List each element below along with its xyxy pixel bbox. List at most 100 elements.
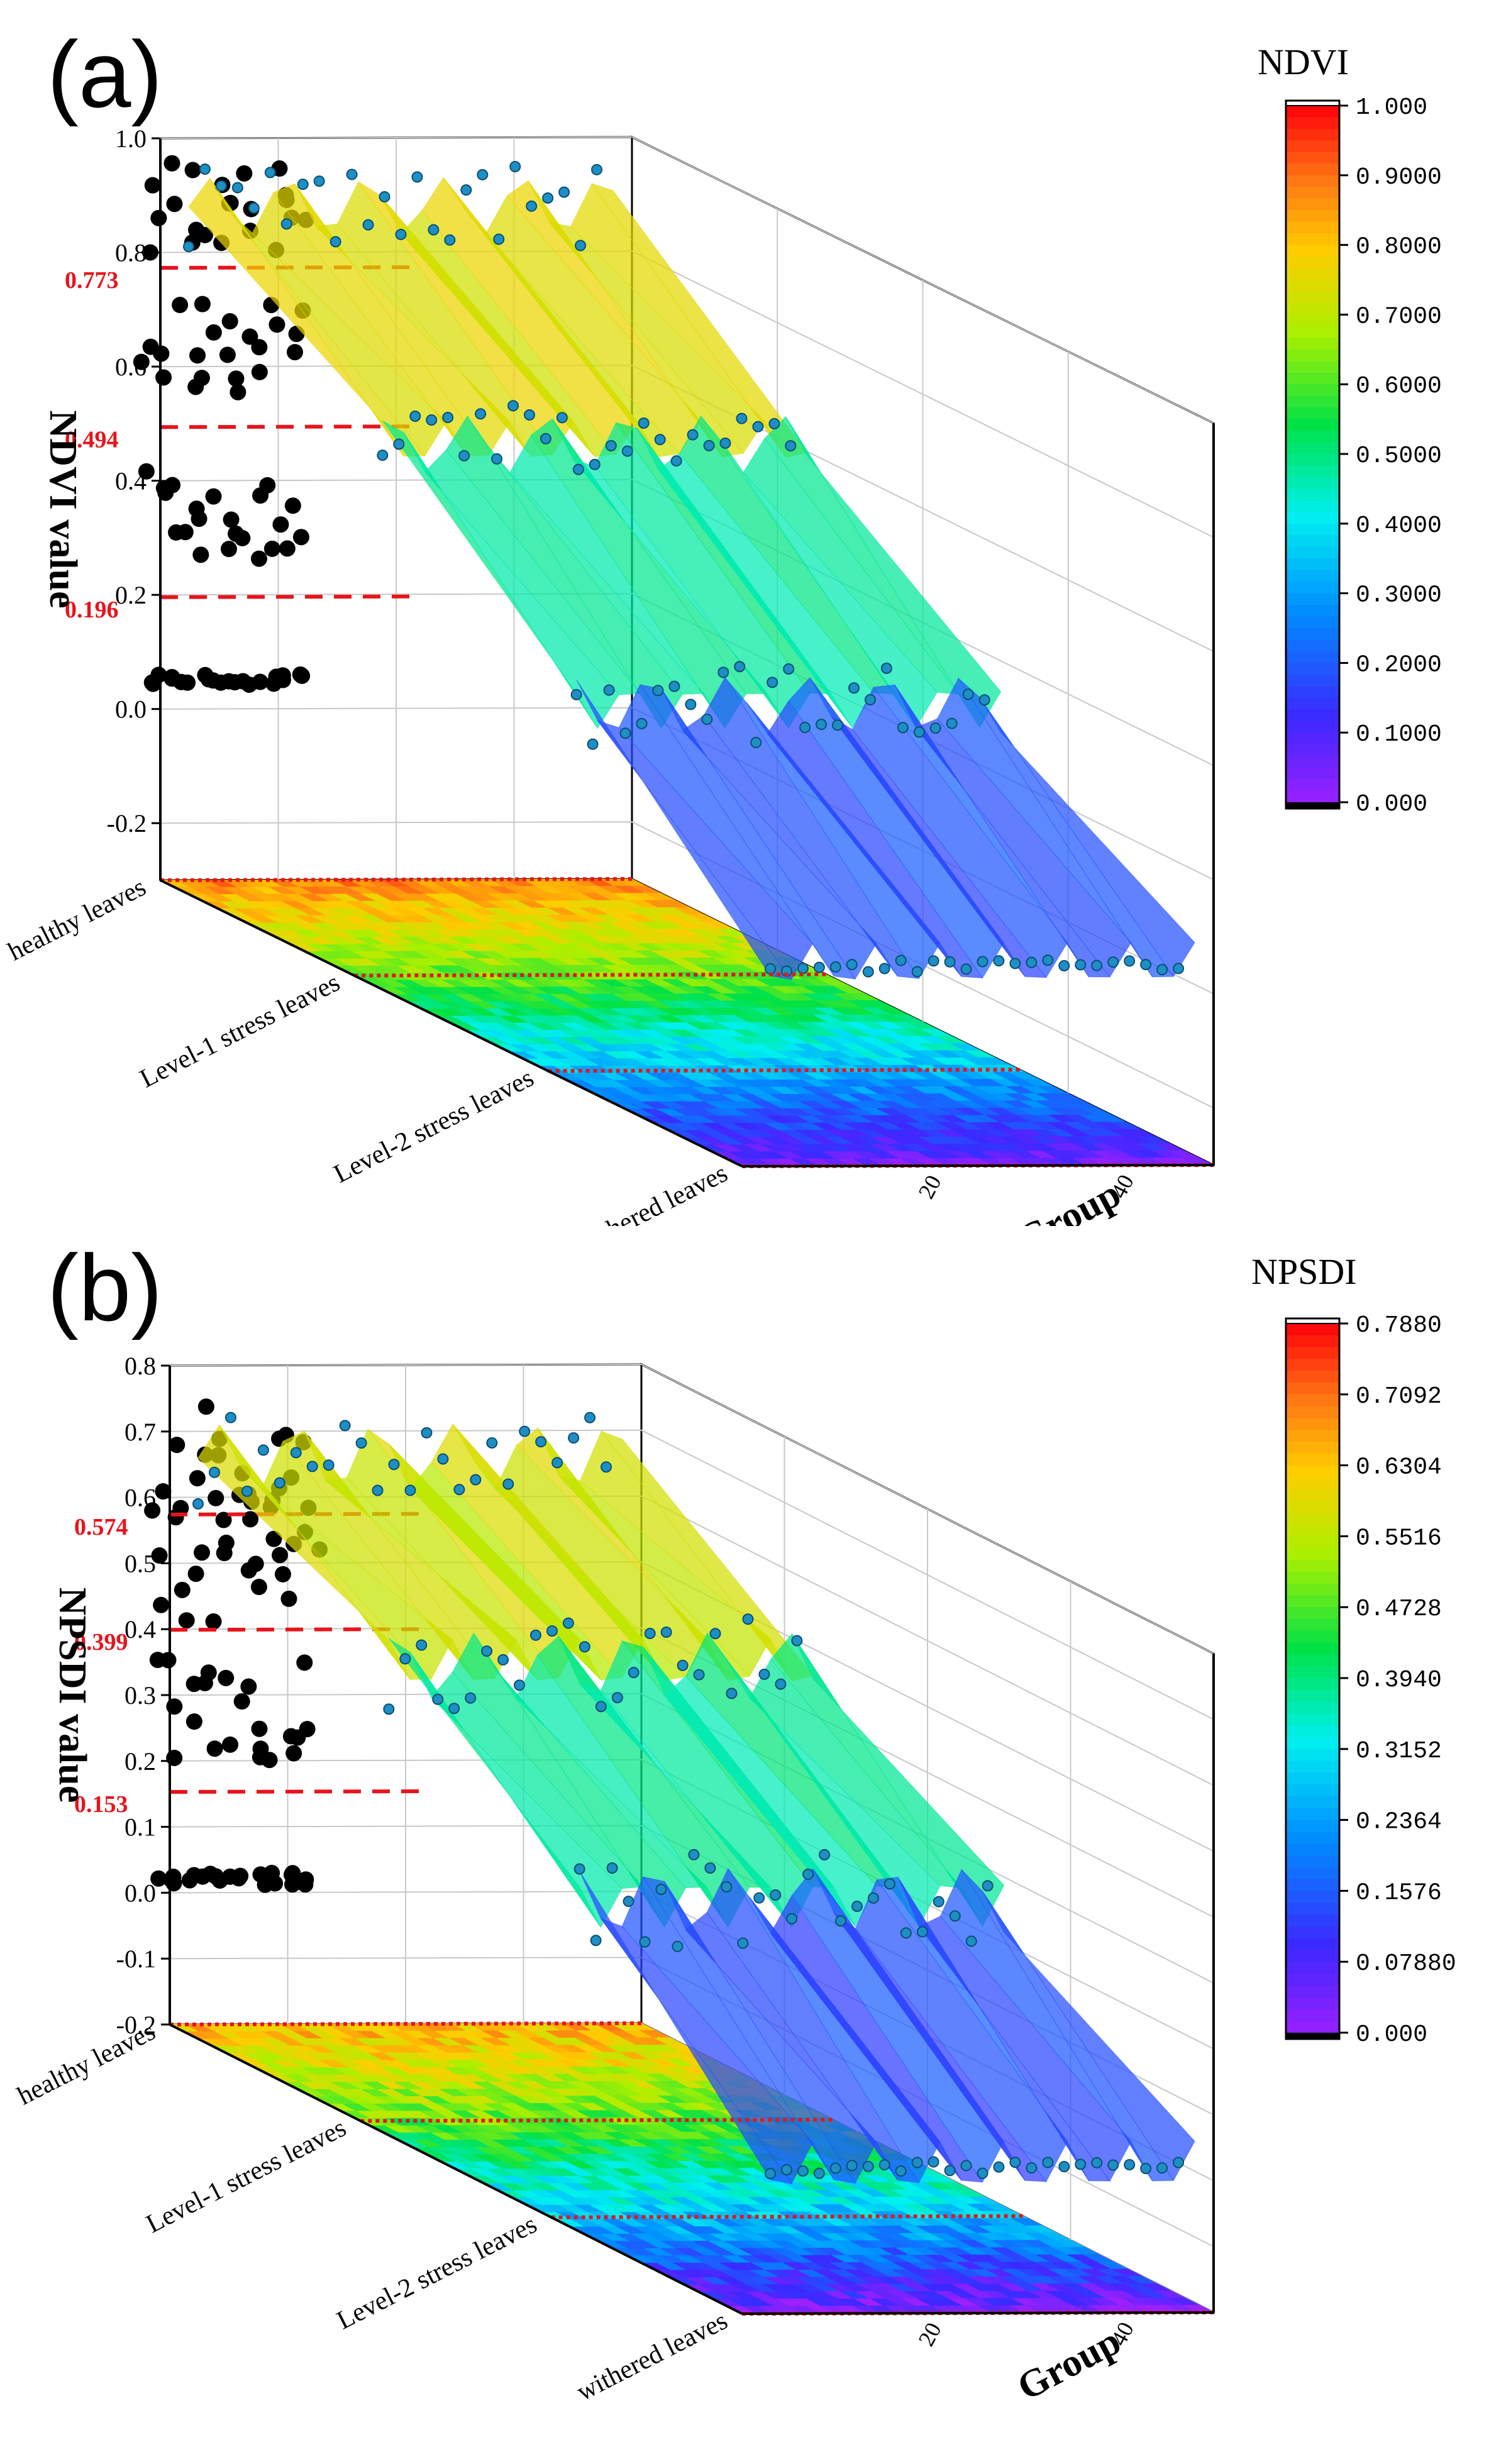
colorbar-segment <box>1286 1630 1339 1644</box>
surface-data-point <box>1091 959 1103 971</box>
colorbar-segment <box>1286 1383 1339 1395</box>
colorbar-tick-label: 0.7000 <box>1356 303 1442 330</box>
surface-data-point <box>1173 2157 1185 2168</box>
surface-data-point <box>791 1635 803 1647</box>
surface-data-point <box>575 240 587 251</box>
surface-data-point <box>551 1457 563 1469</box>
colorbar-tick-label: 0.2364 <box>1356 1809 1442 1836</box>
surface-data-point <box>652 685 664 697</box>
category-base-line <box>354 972 826 978</box>
colorbar-segment <box>1286 628 1339 641</box>
surface-data-point <box>797 963 809 975</box>
surface-data-point <box>470 1474 482 1486</box>
surface-data-point <box>670 455 682 467</box>
surface-data-point <box>911 2157 923 2168</box>
colorbar-segment <box>1286 1548 1339 1561</box>
surface-data-point <box>1075 959 1087 971</box>
colorbar-tick-label: 0.7880 <box>1356 1312 1442 1339</box>
surface-data-point <box>900 1927 912 1939</box>
category-label: withered leaves <box>572 1159 733 1226</box>
surface-data-point <box>453 1484 465 1496</box>
colorbar-tick-label: 0.3152 <box>1356 1738 1442 1765</box>
surface-data-point <box>927 955 939 967</box>
surface-data-point <box>654 434 666 446</box>
surface-data-point <box>829 2162 841 2174</box>
surface-data-point <box>409 411 421 423</box>
threshold-label: 0.399 <box>74 1629 128 1655</box>
surface-data-point <box>379 191 390 202</box>
colorbar-segment <box>1286 1985 1339 1998</box>
surface-data-point <box>709 1628 721 1640</box>
ndvi-3d-chart: (a) 0.773 0.494 0.196 1.0 0.8 0.6 0.4 0.2 0.0 -0.… <box>4 21 1442 1226</box>
wall-scatter-point <box>251 339 268 356</box>
wall-scatter-point <box>164 477 181 494</box>
colorbar-tick-label: 0.4728 <box>1356 1596 1442 1623</box>
colorbar-segment <box>1286 1560 1339 1572</box>
colorbar-segment <box>1286 639 1339 652</box>
colorbar-segment <box>1286 1831 1339 1845</box>
ndvi-colorbar: 1.000 0.9000 0.8000 0.7000 0.6000 0.5000 0.400… <box>1285 94 1442 818</box>
colorbar-tick-label: 0.6000 <box>1356 373 1442 400</box>
wall-scatter-point <box>272 1547 289 1564</box>
surface-data-point <box>542 192 554 204</box>
surface-data-point <box>606 1862 618 1874</box>
ndvi-plot-layer: 0.773 0.494 0.196 1.0 0.8 0.6 0.4 0.2 0.0 -0.2 NDV… <box>4 124 1215 1226</box>
surface-data-point <box>514 1679 526 1691</box>
wall-scatter-point <box>197 1398 214 1415</box>
surface-data-point <box>765 963 776 975</box>
colorbar-segment <box>1286 674 1339 687</box>
wall-scatter-point <box>208 1489 224 1506</box>
colorbar-segment <box>1286 570 1339 583</box>
surface-data-point <box>590 1935 602 1947</box>
panel-a: (a) 0.773 0.494 0.196 1.0 0.8 0.6 0.4 0.2 0.0 -0.… <box>0 0 1506 1226</box>
colorbar-segment <box>1286 1489 1339 1501</box>
colorbar-segment <box>1286 1760 1339 1774</box>
colorbar-segment <box>1286 489 1339 501</box>
surface-data-point <box>929 722 941 734</box>
surface-data-point <box>1042 2157 1054 2168</box>
surface-data-point <box>274 1477 285 1489</box>
category-label: Level-1 stress leaves <box>135 968 345 1094</box>
surface-data-point <box>491 453 503 465</box>
surface-data-point <box>638 417 650 429</box>
category-label: healthy leaves <box>4 873 151 967</box>
surface-data-point <box>897 722 909 734</box>
category-base-line <box>551 2214 1023 2219</box>
surface-data-point <box>768 417 780 429</box>
surface-data-point <box>546 1625 558 1637</box>
surface-data-point <box>1173 963 1185 975</box>
surface-data-point <box>1009 2157 1021 2168</box>
surface-data-point <box>509 160 521 172</box>
surface-data-point <box>816 719 828 731</box>
axis-frame-edge <box>169 2023 743 2315</box>
surface-data-point <box>933 1896 944 1908</box>
z-tick-label: 0.6 <box>125 1484 156 1512</box>
wall-scatter-point <box>292 666 309 683</box>
colorbar-segment <box>1286 1571 1339 1584</box>
colorbar-segment <box>1286 1997 1339 2010</box>
surface-data-point <box>770 1889 782 1901</box>
wall-scatter-point <box>230 384 246 401</box>
wall-scatter-point <box>189 347 206 364</box>
wall-scatter-point <box>284 1876 301 1893</box>
colorbar-segment <box>1286 1820 1339 1833</box>
wall-scatter-point <box>150 666 167 683</box>
colorbar-segment <box>1286 1477 1339 1490</box>
surface-data-point <box>399 1653 411 1665</box>
wall-scatter-point <box>150 1870 167 1887</box>
z-tick-label: -0.2 <box>107 809 147 837</box>
colorbar-segment <box>1286 1394 1339 1407</box>
npsdi-plot-layer: 0.574 0.399 0.153 0.8 0.7 0.6 0.5 0.4 0.3 0.2 0.1 0… <box>13 1352 1215 2409</box>
surface-data-point <box>192 1498 204 1510</box>
colorbar-segment <box>1286 1808 1339 1821</box>
surface-data-point <box>595 1701 607 1713</box>
surface-data-point <box>960 963 972 975</box>
z-tick-label: 1.0 <box>115 124 147 153</box>
wall-scatter-point <box>251 363 268 380</box>
colorbar-segment <box>1286 1465 1339 1478</box>
surface-data-point <box>721 1881 733 1892</box>
surface-data-point <box>783 663 795 675</box>
colorbar-segment <box>1286 1501 1339 1513</box>
surface-facet <box>982 1891 1195 2182</box>
group-tick-label: 20 <box>914 1171 946 1203</box>
